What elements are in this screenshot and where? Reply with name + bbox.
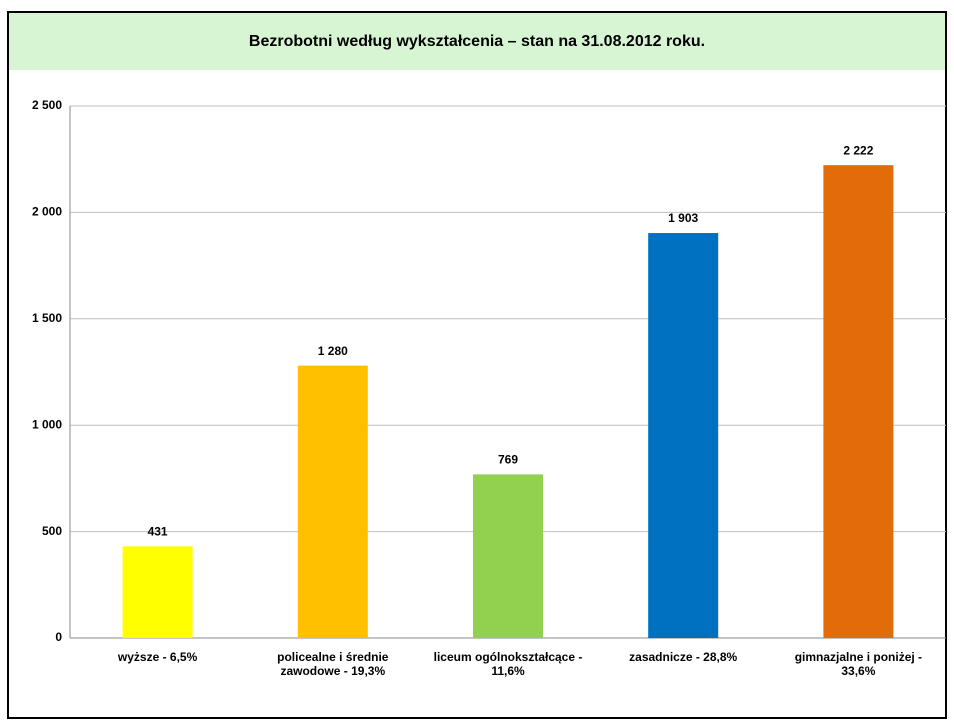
x-tick-label: wyższe - 6,5% <box>117 650 198 664</box>
y-tick-label: 1 500 <box>32 311 62 325</box>
value-label: 1 903 <box>668 211 698 225</box>
x-tick-label: gimnazjalne i poniżej - 33,6% <box>794 650 923 678</box>
bar <box>297 365 368 638</box>
bar <box>122 546 193 638</box>
value-label: 769 <box>498 453 518 467</box>
bar <box>823 165 894 639</box>
x-tick-label: liceum ogólnokształcące - 11,6% <box>433 650 583 678</box>
value-label: 1 280 <box>318 344 348 358</box>
value-label: 2 222 <box>843 143 873 157</box>
y-tick-label: 0 <box>55 630 62 644</box>
y-tick-label: 2 000 <box>32 205 62 219</box>
x-tick-label: zasadnicze - 28,8% <box>629 650 738 664</box>
chart-title: Bezrobotni według wykształcenia – stan n… <box>249 33 705 50</box>
bar <box>473 474 543 638</box>
bar <box>648 233 719 638</box>
value-label: 431 <box>148 524 168 538</box>
y-tick-label: 1 000 <box>32 417 62 431</box>
y-tick-label: 500 <box>42 524 62 538</box>
title-band <box>9 13 945 70</box>
x-tick-label: policealne i średnie zawodowe - 19,3% <box>277 650 389 678</box>
y-tick-label: 2 500 <box>32 98 62 112</box>
